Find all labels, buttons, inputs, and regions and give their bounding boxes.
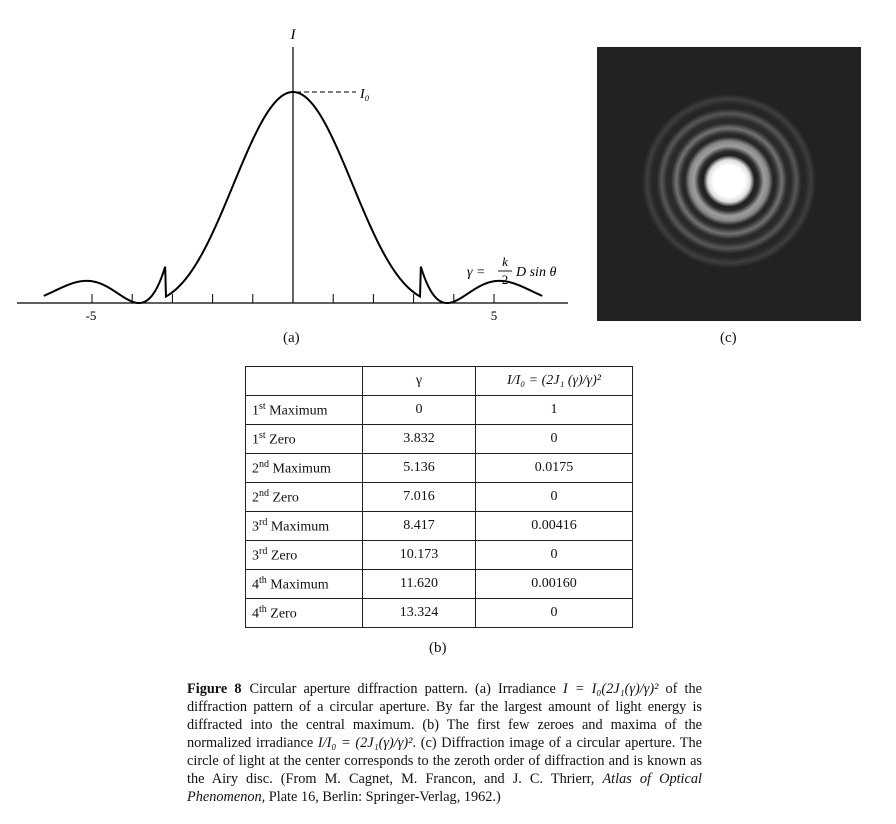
table-header-cell: γ bbox=[362, 366, 476, 396]
caption-book-title: Atlas of Optical Phenomenon bbox=[187, 771, 702, 805]
figure-caption: Figure 8 Circular aperture diffraction pa… bbox=[187, 680, 702, 806]
row-ordinal-suffix: st bbox=[259, 400, 266, 412]
row-ordinal-suffix: th bbox=[259, 574, 267, 586]
y-axis-label: I bbox=[290, 27, 297, 43]
x-tick-label-5: 5 bbox=[491, 308, 498, 323]
zeros-maxima-table: γ I/I₀ = (2J₁ (γ)/γ)² 1st Maximum 0 1 1st Zer… bbox=[245, 366, 633, 628]
row-ordinal: 2 bbox=[252, 490, 259, 506]
row-ordinal: 4 bbox=[252, 577, 259, 593]
row-ordinal-suffix: nd bbox=[259, 458, 269, 470]
row-ordinal: 1 bbox=[252, 432, 259, 448]
row-kind: Maximum bbox=[266, 577, 329, 593]
row-ordinal: 3 bbox=[252, 548, 259, 564]
caption-formula-2: I/I₀ = (2J₁(γ)/γ)² bbox=[317, 735, 413, 751]
figure-label: Figure 8 bbox=[187, 681, 242, 697]
x-axis-formula: γ = k 2 D sin θ bbox=[467, 254, 556, 287]
row-ordinal: 4 bbox=[252, 606, 259, 622]
gamma-cell: 7.016 bbox=[362, 482, 476, 512]
row-ordinal-suffix: rd bbox=[259, 545, 268, 557]
formula-rhs: D sin θ bbox=[515, 265, 556, 280]
row-ordinal-suffix: st bbox=[259, 429, 266, 441]
ratio-cell: 0.00160 bbox=[475, 569, 633, 599]
row-label-cell: 2nd Maximum bbox=[245, 453, 363, 483]
row-label-cell: 2nd Zero bbox=[245, 482, 363, 512]
x-tick-label-neg5: -5 bbox=[86, 308, 97, 323]
row-label-cell: 1st Zero bbox=[245, 424, 363, 454]
panel-c-label: (c) bbox=[720, 330, 737, 346]
row-kind: Zero bbox=[265, 432, 296, 448]
row-ordinal-suffix: rd bbox=[259, 516, 268, 528]
ratio-cell: 0 bbox=[475, 598, 633, 628]
table-row: 3rd Maximum 8.417 0.00416 bbox=[245, 511, 633, 541]
table-row: 2nd Maximum 5.136 0.0175 bbox=[245, 453, 633, 483]
formula-numerator: k bbox=[502, 254, 508, 269]
row-label-cell: 3rd Maximum bbox=[245, 511, 363, 541]
row-label-cell: 4th Zero bbox=[245, 598, 363, 628]
panel-b-label: (b) bbox=[429, 640, 447, 656]
peak-label: I₀ bbox=[359, 87, 370, 102]
caption-part-4: , Plate 16, Berlin: Springer-Verlag, 196… bbox=[261, 789, 501, 805]
airy-disc-image bbox=[597, 47, 861, 321]
row-kind: Zero bbox=[266, 606, 297, 622]
gamma-cell: 3.832 bbox=[362, 424, 476, 454]
row-kind: Maximum bbox=[269, 461, 331, 477]
panel-a-label: (a) bbox=[283, 330, 300, 346]
gamma-cell: 11.620 bbox=[362, 569, 476, 599]
row-label-cell: 4th Maximum bbox=[245, 569, 363, 599]
row-kind: Maximum bbox=[267, 519, 330, 535]
row-kind: Zero bbox=[269, 490, 299, 506]
row-kind: Zero bbox=[267, 548, 298, 564]
ratio-cell: 1 bbox=[475, 395, 633, 425]
table-row: 1st Maximum 0 1 bbox=[245, 395, 633, 425]
x-tick-marks bbox=[91, 294, 495, 303]
gamma-cell: 10.173 bbox=[362, 540, 476, 570]
gamma-cell: 8.417 bbox=[362, 511, 476, 541]
gamma-cell: 5.136 bbox=[362, 453, 476, 483]
table-header-row: γ I/I₀ = (2J₁ (γ)/γ)² bbox=[245, 366, 633, 396]
ratio-cell: 0 bbox=[475, 540, 633, 570]
ratio-cell: 0.00416 bbox=[475, 511, 633, 541]
formula-denominator: 2 bbox=[502, 272, 509, 287]
row-label-cell: 1st Maximum bbox=[245, 395, 363, 425]
caption-part-2: of the diffraction pattern of a circular… bbox=[187, 681, 702, 751]
row-ordinal: 3 bbox=[252, 519, 259, 535]
row-label-cell: 3rd Zero bbox=[245, 540, 363, 570]
row-ordinal: 2 bbox=[252, 461, 259, 477]
row-kind: Maximum bbox=[265, 403, 328, 419]
caption-part-3: . (c) Diffraction image of a circular ap… bbox=[187, 735, 702, 787]
gamma-cell: 0 bbox=[362, 395, 476, 425]
row-ordinal-suffix: nd bbox=[259, 487, 269, 499]
table-row: 2nd Zero 7.016 0 bbox=[245, 482, 633, 512]
irradiance-curve bbox=[43, 90, 543, 305]
formula-lhs: γ = bbox=[467, 265, 485, 280]
table-row: 1st Zero 3.832 0 bbox=[245, 424, 633, 454]
table-row: 4th Maximum 11.620 0.00160 bbox=[245, 569, 633, 599]
row-ordinal-suffix: th bbox=[259, 603, 267, 615]
caption-part-1: Circular aperture diffraction pattern. (… bbox=[249, 681, 563, 697]
irradiance-plot: -5 5 I₀ I γ = k 2 D sin θ bbox=[17, 27, 568, 323]
table-row: 4th Zero 13.324 0 bbox=[245, 598, 633, 628]
ratio-cell: 0 bbox=[475, 482, 633, 512]
ratio-cell: 0 bbox=[475, 424, 633, 454]
gamma-cell: 13.324 bbox=[362, 598, 476, 628]
caption-formula-1: I = I₀(2J₁(γ)/γ)² bbox=[562, 681, 659, 697]
table-header-cell bbox=[245, 366, 363, 396]
ratio-cell: 0.0175 bbox=[475, 453, 633, 483]
table-row: 3rd Zero 10.173 0 bbox=[245, 540, 633, 570]
table-header-cell: I/I₀ = (2J₁ (γ)/γ)² bbox=[475, 366, 633, 396]
row-ordinal: 1 bbox=[252, 403, 259, 419]
